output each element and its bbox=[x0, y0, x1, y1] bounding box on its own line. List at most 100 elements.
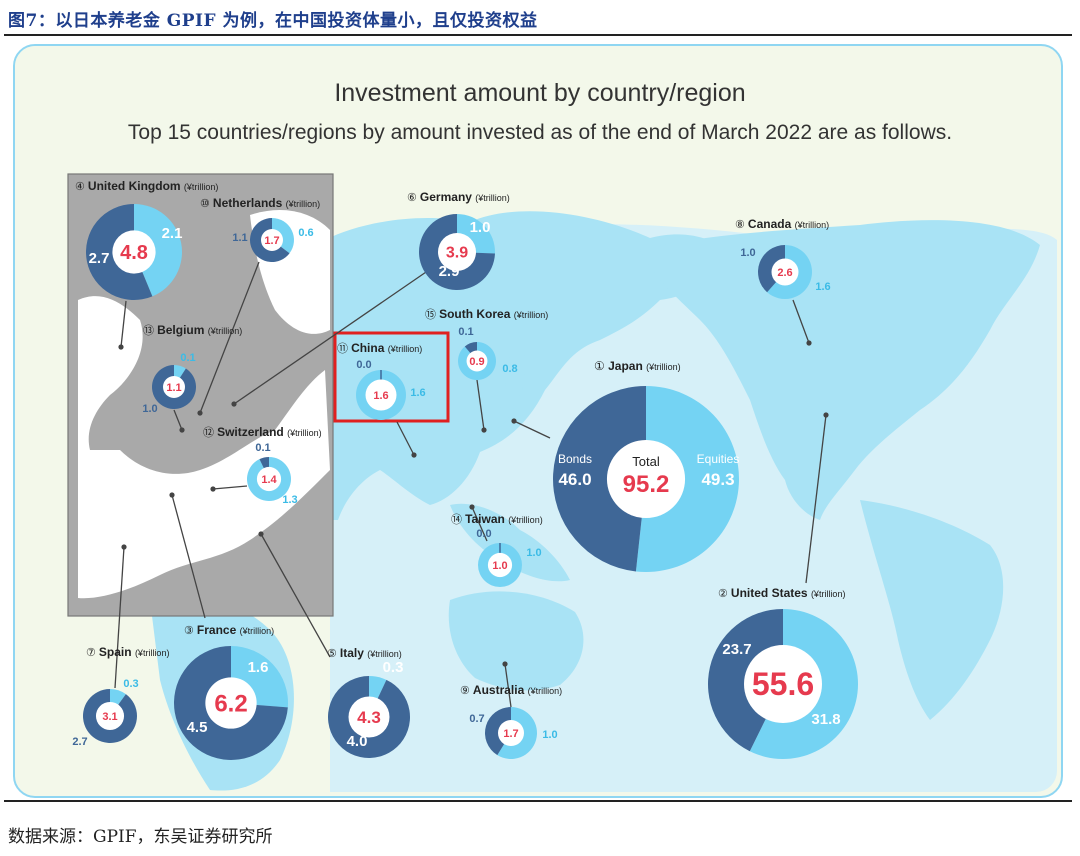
bonds-value-china: 0.0 bbox=[356, 359, 371, 371]
leader-dot-taiwan bbox=[469, 504, 475, 510]
leader-lines bbox=[114, 261, 829, 708]
equities-value-japan: 49.3 bbox=[701, 470, 734, 489]
equities-value-belgium: 0.1 bbox=[180, 352, 195, 364]
donut-hole-germany bbox=[438, 233, 476, 271]
landmass-australia bbox=[448, 591, 584, 691]
bonds-value-switzerland: 0.1 bbox=[255, 442, 270, 454]
total-value-france: 6.2 bbox=[214, 690, 247, 717]
leader-dot-australia bbox=[502, 661, 508, 667]
equities-value-switzerland: 1.3 bbox=[282, 494, 297, 506]
leader-dot-netherlands bbox=[197, 410, 203, 416]
donut-hole-taiwan bbox=[487, 552, 513, 578]
slice-bonds-japan bbox=[552, 386, 646, 572]
total-value-spain: 3.1 bbox=[102, 711, 117, 723]
donut-hole-canada bbox=[771, 258, 799, 286]
china-highlight-box bbox=[333, 331, 450, 423]
leader-dot-china bbox=[411, 452, 417, 458]
total-value-taiwan: 1.0 bbox=[492, 560, 507, 572]
equities-value-united-kingdom: 2.1 bbox=[162, 225, 183, 242]
donut-hole-spain bbox=[95, 701, 125, 731]
donut-netherlands: 1.7 1.1 0.6 ⑩ Netherlands (¥trillion) bbox=[200, 196, 320, 263]
region-label-south-korea: ⑮ South Korea (¥trillion) bbox=[425, 307, 548, 321]
leader-line-united-states bbox=[805, 414, 827, 584]
donut-hole-australia bbox=[498, 720, 524, 746]
region-label-united-kingdom: ④ United Kingdom (¥trillion) bbox=[75, 179, 218, 193]
leader-dot-spain bbox=[121, 544, 127, 550]
donut-spain: 3.1 2.7 0.3 ⑦ Spain (¥trillion) bbox=[72, 645, 169, 748]
total-value-japan: 95.2 bbox=[623, 471, 670, 498]
donut-hole-united-states bbox=[744, 645, 822, 723]
total-value-united-states: 55.6 bbox=[752, 666, 814, 702]
leader-dot-belgium bbox=[179, 427, 185, 433]
map-background bbox=[15, 46, 1057, 792]
leader-dot-italy bbox=[258, 531, 264, 537]
total-value-belgium: 1.1 bbox=[166, 382, 181, 394]
bonds-value-australia: 0.7 bbox=[469, 713, 484, 725]
donut-japan: Total 95.2 Bonds 46.0 Equities 49.3 ① Japan (¥… bbox=[552, 359, 740, 572]
donut-germany: 3.92.9 1.0 ⑥ Germany (¥trillion) bbox=[407, 190, 510, 290]
equities-value-canada: 1.6 bbox=[815, 281, 830, 293]
equities-value-australia: 1.0 bbox=[542, 729, 557, 741]
leader-dot-south-korea bbox=[481, 427, 487, 433]
leader-dot-france bbox=[169, 492, 175, 498]
bonds-value-taiwan: 0.0 bbox=[476, 528, 491, 540]
region-label-italy: ⑤ Italy (¥trillion) bbox=[327, 646, 402, 660]
donut-hole-switzerland bbox=[256, 466, 282, 492]
leader-line-germany bbox=[233, 269, 430, 405]
leader-line-belgium bbox=[173, 409, 183, 431]
europe-land bbox=[78, 296, 330, 599]
equities-value-italy: 0.3 bbox=[383, 659, 404, 676]
total-value-china: 1.6 bbox=[373, 390, 388, 402]
slice-equities-netherlands bbox=[272, 218, 294, 254]
region-label-united-states: ② United States (¥trillion) bbox=[718, 586, 845, 600]
bonds-value-spain: 2.7 bbox=[72, 736, 87, 748]
region-label-netherlands: ⑩ Netherlands (¥trillion) bbox=[200, 196, 320, 210]
donut-hole-italy bbox=[348, 696, 390, 738]
total-value-netherlands: 1.7 bbox=[264, 235, 279, 247]
leader-dot-germany bbox=[231, 401, 237, 407]
equities-value-china: 1.6 bbox=[410, 387, 425, 399]
leader-dot-canada bbox=[806, 340, 812, 346]
total-value-australia: 1.7 bbox=[503, 728, 518, 740]
leader-line-italy bbox=[260, 533, 331, 658]
leader-line-taiwan bbox=[471, 506, 488, 542]
total-value-germany: 3.9 bbox=[446, 245, 468, 262]
region-label-canada: ⑧ Canada (¥trillion) bbox=[735, 217, 829, 231]
landmass-north-america bbox=[640, 220, 1040, 521]
top-rule bbox=[4, 34, 1072, 36]
bonds-value-italy: 4.0 bbox=[347, 733, 368, 750]
leader-line-canada bbox=[792, 299, 810, 344]
bonds-value-united-kingdom: 2.7 bbox=[89, 250, 110, 267]
equities-value-netherlands: 0.6 bbox=[298, 227, 313, 239]
donut-france: 6.2 4.5 1.6 ③ France (¥trillion) bbox=[173, 623, 288, 761]
donut-china: 1.6 0.0 1.6 ⑪ China (¥trillion) bbox=[337, 341, 426, 420]
bonds-value-japan: 46.0 bbox=[558, 470, 591, 489]
bonds-caption-japan: Bonds bbox=[558, 452, 592, 466]
chart-subtitle: Top 15 countries/regions by amount inves… bbox=[127, 121, 953, 144]
donut-hole-netherlands bbox=[261, 229, 283, 251]
donut-hole-france bbox=[205, 677, 257, 729]
donut-italy: 4.3 4.0 0.3⑤ Italy (¥trillion) bbox=[327, 646, 410, 758]
leader-dot-switzerland bbox=[210, 486, 216, 492]
total-value-italy: 4.3 bbox=[357, 708, 381, 727]
region-label-china: ⑪ China (¥trillion) bbox=[337, 341, 422, 355]
landmass-south-america bbox=[860, 500, 1004, 720]
region-label-spain: ⑦ Spain (¥trillion) bbox=[86, 645, 169, 659]
landmass-japan bbox=[495, 330, 526, 430]
equities-value-south-korea: 0.8 bbox=[502, 363, 517, 375]
total-value-south-korea: 0.9 bbox=[469, 356, 484, 368]
donut-switzerland: 1.4 0.1 1.3 ⑫ Switzerland (¥trillion) bbox=[203, 425, 322, 506]
total-caption-japan: Total bbox=[632, 454, 660, 469]
equities-caption-japan: Equities bbox=[697, 452, 740, 466]
donut-united-states: 55.623.7 31.8 ② United States (¥trillion) bbox=[707, 586, 858, 759]
leader-line-united-kingdom bbox=[120, 300, 127, 348]
slice-equities-united-kingdom bbox=[134, 204, 183, 297]
bonds-value-united-states: 23.7 bbox=[722, 641, 751, 658]
leader-line-france bbox=[171, 494, 206, 619]
source-note: 数据来源：GPIF，东吴证券研究所 bbox=[8, 827, 273, 847]
equities-value-united-states: 31.8 bbox=[811, 711, 840, 728]
slice-bonds-canada bbox=[758, 245, 785, 293]
donut-hole-china bbox=[365, 379, 397, 411]
figure-title: 图7：以日本养老金 GPIF 为例，在中国投资体量小，且仅投资权益 bbox=[8, 11, 538, 31]
